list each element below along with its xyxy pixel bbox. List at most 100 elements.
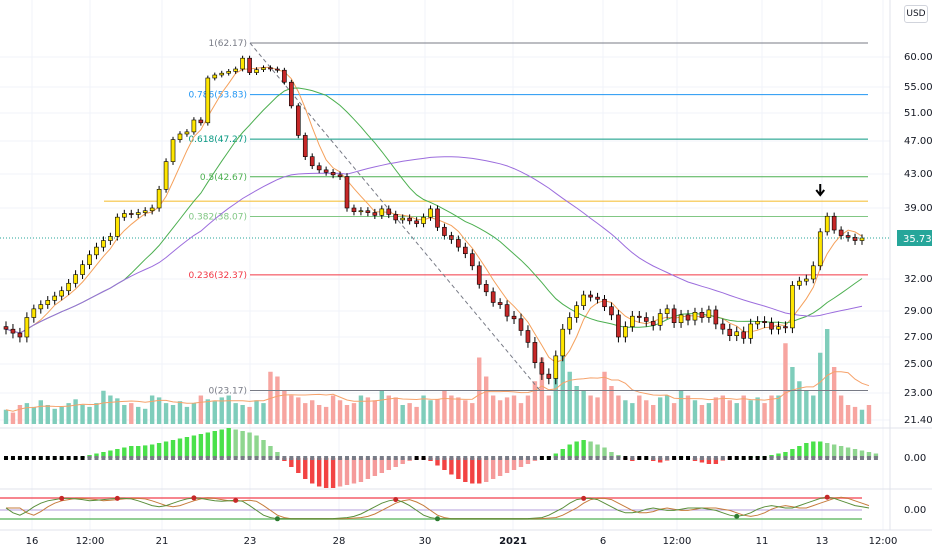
volume-bar: [664, 395, 670, 424]
candle-body: [463, 246, 468, 255]
squeeze-dot: [421, 456, 426, 460]
oscillator-cross-dot: [191, 495, 197, 501]
histogram-bar: [657, 458, 663, 463]
volume-bar: [866, 405, 872, 424]
squeeze-dot: [686, 456, 691, 460]
squeeze-dot: [734, 456, 739, 460]
squeeze-dot: [282, 456, 287, 460]
candle-body: [289, 81, 294, 107]
squeeze-dot: [80, 456, 85, 460]
oscillator-value-label: 0.00: [904, 505, 926, 516]
histogram-bar: [553, 453, 558, 458]
histogram-pane: 0.00: [3, 428, 926, 488]
time-axis[interactable]: 16 12:00 21 23 28 30 2021 6 12:00 11 13 12:00: [26, 536, 898, 547]
squeeze-dot: [769, 456, 774, 460]
squeeze-dot: [122, 456, 127, 460]
squeeze-dot: [616, 456, 621, 460]
volume-bar: [163, 403, 169, 424]
candle-body: [435, 208, 440, 228]
price-tick-label: 25.00: [904, 359, 932, 370]
price-tick-label: 51.00: [904, 108, 932, 119]
candle-body: [400, 217, 405, 221]
candle-body: [504, 304, 510, 317]
histogram-bar: [595, 444, 600, 458]
squeeze-dot: [4, 456, 8, 460]
volume-bar: [254, 400, 259, 424]
squeeze-dot: [546, 456, 551, 460]
histogram-bar: [713, 458, 719, 464]
squeeze-dot: [491, 456, 496, 460]
histogram-bar: [699, 458, 705, 463]
fibonacci-levels[interactable]: 1(62.17) 0.786(53.83) 0.618(47.27) 0.5(42.6…: [104, 39, 868, 397]
squeeze-dot: [143, 456, 148, 460]
squeeze-dot: [588, 456, 593, 460]
histogram-bar: [511, 458, 517, 470]
histogram-bar: [804, 443, 809, 458]
candle-body: [309, 156, 315, 167]
histogram-bar: [518, 458, 524, 467]
candle-body: [560, 328, 566, 357]
volume-bar: [532, 381, 538, 424]
squeeze-dot: [672, 456, 677, 460]
histogram-bar: [706, 458, 712, 464]
candle-body: [602, 298, 607, 308]
volume-bar: [323, 406, 329, 424]
squeeze-dot: [741, 456, 746, 460]
squeeze-dot: [136, 456, 141, 460]
candle-body: [755, 321, 760, 325]
volume-bar: [678, 390, 684, 424]
fib-level-label: 1(62.17): [208, 39, 247, 49]
squeeze-dot: [818, 456, 823, 460]
squeeze-dot: [755, 456, 760, 460]
volume-bar: [136, 406, 141, 424]
squeeze-dot: [338, 456, 343, 460]
currency-button[interactable]: USD: [904, 5, 928, 23]
histogram-bar: [191, 435, 197, 458]
squeeze-dot: [191, 456, 196, 460]
squeeze-dot: [699, 456, 704, 460]
squeeze-dot: [804, 456, 809, 460]
histogram-bar: [344, 458, 350, 485]
histogram-bar: [477, 458, 482, 484]
histogram-bar: [198, 434, 204, 458]
candle-body: [142, 210, 148, 213]
histogram-bar: [609, 452, 614, 458]
candle-body: [831, 215, 837, 231]
volume-bar: [783, 343, 788, 424]
squeeze-dot: [713, 456, 718, 460]
squeeze-dot: [310, 456, 315, 460]
candle-body: [17, 332, 23, 338]
volume-bar: [456, 397, 461, 424]
histogram-bar: [240, 431, 245, 458]
squeeze-dot: [254, 456, 259, 460]
volume-bar: [511, 395, 517, 424]
squeeze-dot: [157, 456, 162, 460]
histogram-bar: [838, 446, 844, 458]
histogram-bar: [184, 437, 190, 458]
histogram-bar: [790, 449, 795, 458]
volume-bar: [685, 395, 691, 424]
fib-level-label: 0(23.17): [208, 387, 247, 397]
squeeze-dot: [275, 456, 280, 460]
histogram-bar: [567, 444, 572, 458]
squeeze-dot: [400, 456, 405, 460]
time-tick-label: 12:00: [663, 536, 692, 547]
volume-bar: [818, 352, 823, 424]
time-tick-label: 16: [26, 536, 39, 547]
squeeze-dot: [379, 456, 384, 460]
volume-bar: [776, 395, 781, 424]
squeeze-dot: [498, 456, 503, 460]
price-axis[interactable]: 60.00 55.00 51.00 47.00 43.00 39.00 32.00 29.00…: [0, 52, 932, 426]
histogram-bar: [825, 443, 830, 458]
volume-bar: [282, 390, 287, 424]
volume-bar: [219, 397, 224, 424]
volume-bar: [504, 397, 510, 424]
histogram-bar: [463, 458, 468, 482]
histogram-bar: [859, 450, 865, 458]
squeeze-dot: [365, 456, 370, 460]
histogram-bar: [470, 458, 475, 484]
candle-body: [302, 135, 308, 157]
volume-bars: [3, 329, 872, 424]
squeeze-dot: [240, 456, 245, 460]
